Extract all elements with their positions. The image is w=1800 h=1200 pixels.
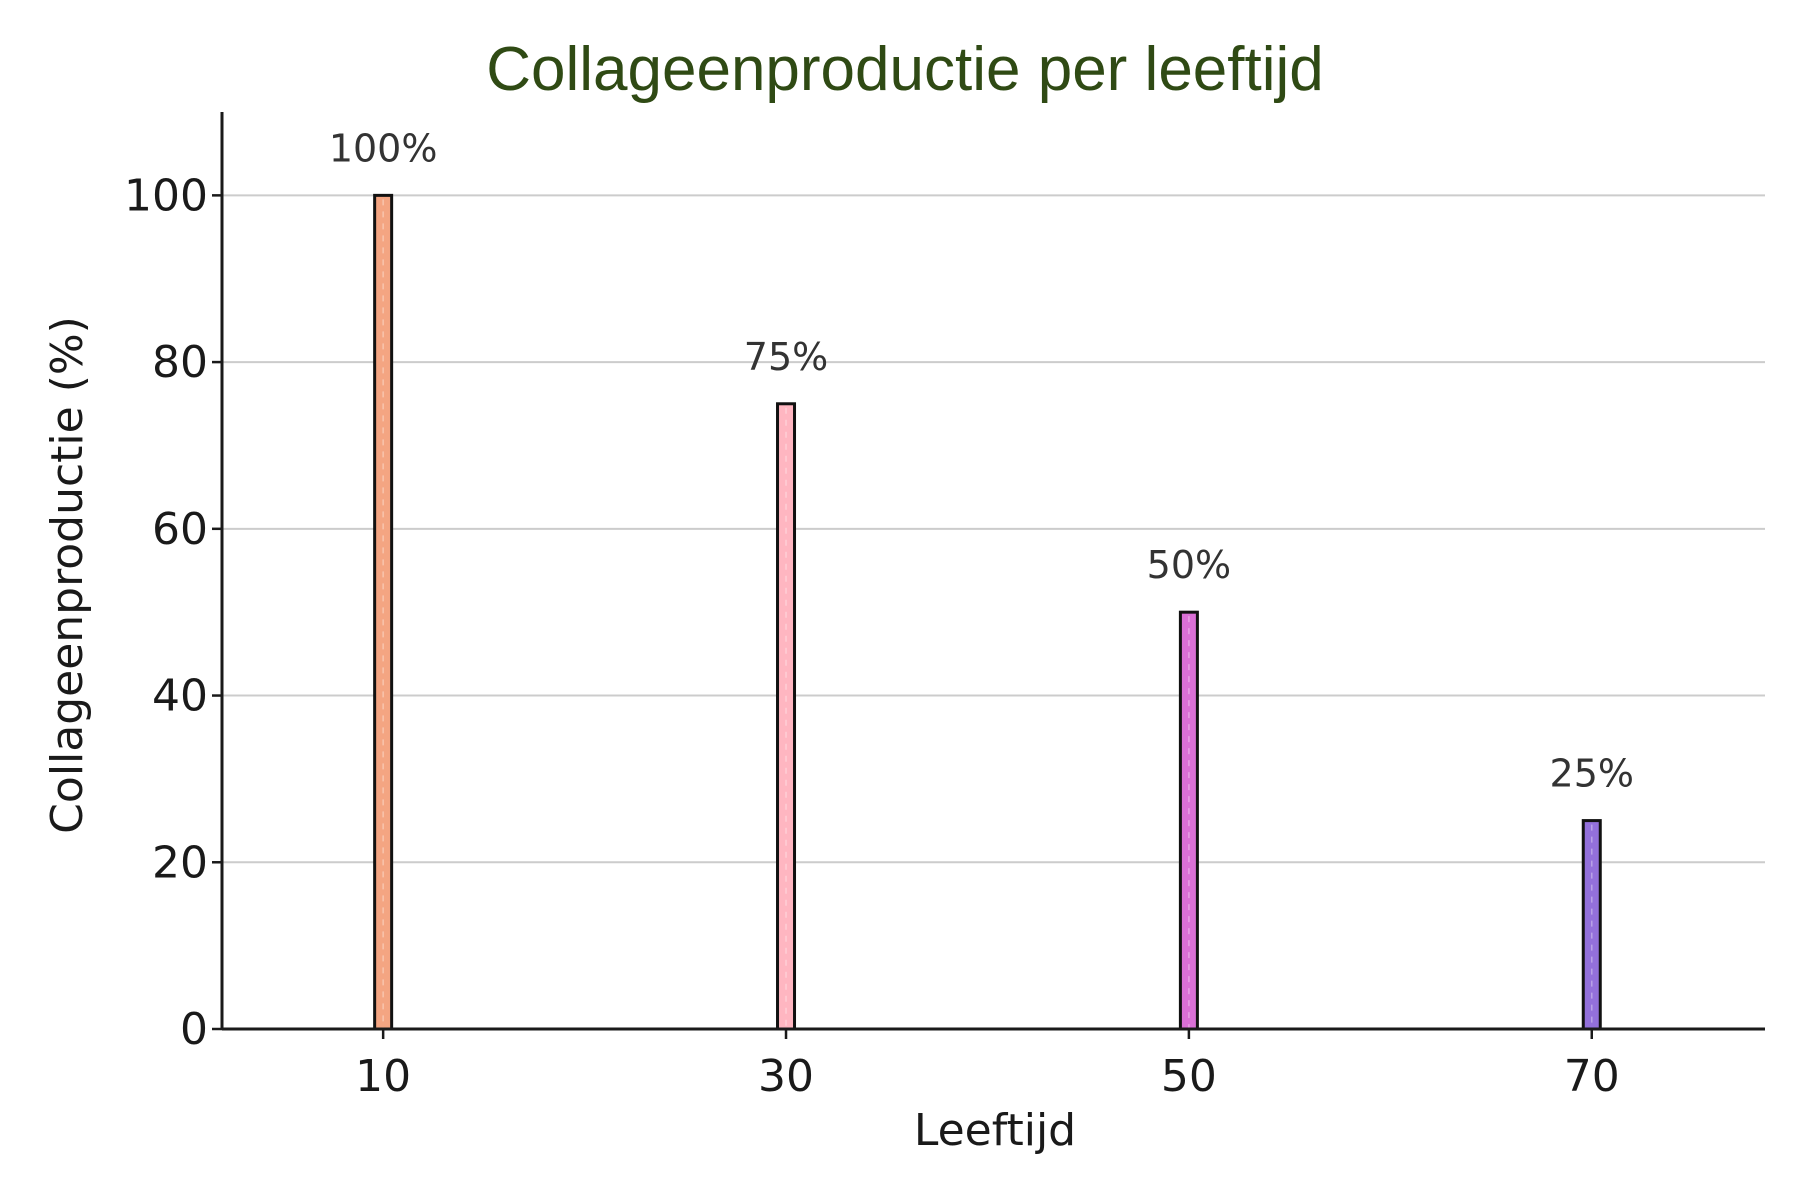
y-tick-label-40: 40 (152, 671, 208, 722)
y-tick-label-20: 20 (152, 837, 208, 888)
data-label-50: 50% (1147, 543, 1231, 587)
y-tick-label-80: 80 (152, 337, 208, 388)
x-tick-label-30: 30 (758, 1051, 814, 1102)
y-tick-label-60: 60 (152, 504, 208, 555)
x-tick-label-70: 70 (1564, 1051, 1620, 1102)
x-tick-label-10: 10 (355, 1051, 411, 1102)
chart-title: Collageenproductie per leeftijd (486, 35, 1324, 104)
x-axis-label: Leeftijd (914, 1105, 1076, 1156)
grid-layer (222, 194, 1765, 864)
y-tick-label-100: 100 (124, 170, 208, 221)
data-label-10: 100% (329, 126, 438, 170)
data-label-70: 25% (1550, 752, 1634, 796)
y-axis-label: Collageenproductie (%) (42, 316, 93, 834)
axes-layer (212, 112, 1765, 1039)
bars-layer (373, 193, 1602, 1031)
data-label-30: 75% (744, 335, 828, 379)
labels-layer: 100% 10 75% 30 50% 50 25% 70 0 20 40 60 80 100 (124, 126, 1634, 1102)
x-tick-label-50: 50 (1161, 1051, 1217, 1102)
y-tick-label-0: 0 (180, 1004, 208, 1055)
